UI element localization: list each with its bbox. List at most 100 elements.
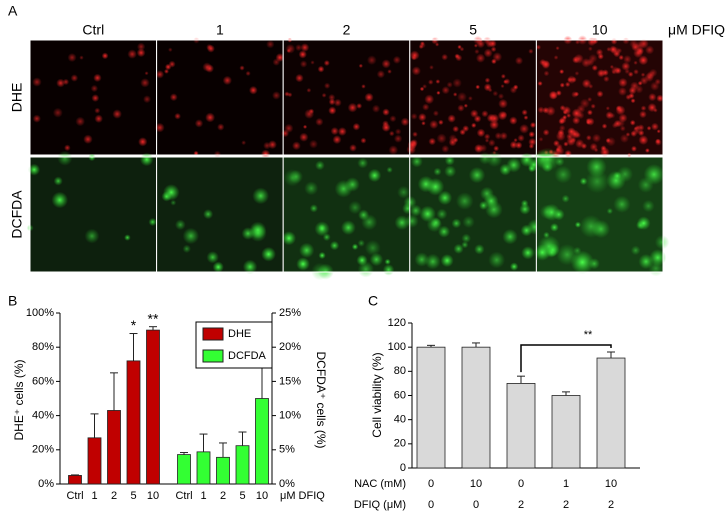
cell	[520, 224, 533, 237]
error-bar	[562, 391, 570, 396]
cell	[656, 94, 664, 103]
cell	[587, 46, 593, 52]
cell	[324, 82, 331, 89]
y2-axis-label: DCFDA⁺ cells (%)	[314, 351, 328, 448]
cell	[579, 98, 590, 109]
cell	[112, 109, 122, 119]
cell	[430, 217, 442, 228]
cell	[295, 73, 304, 83]
cell	[358, 63, 363, 68]
cell	[509, 140, 518, 149]
cell	[287, 92, 293, 98]
cell	[386, 166, 393, 174]
cell	[381, 59, 391, 69]
comparison-bracket	[520, 344, 612, 373]
cell	[366, 55, 377, 65]
cell	[332, 135, 342, 145]
y2-tick-label: 25%	[279, 307, 301, 319]
cell	[596, 90, 604, 98]
cell	[538, 136, 544, 142]
x-tick-label: 2	[111, 490, 117, 502]
cell	[619, 133, 629, 143]
cell	[645, 45, 655, 55]
cell	[528, 137, 537, 147]
cell	[212, 261, 224, 273]
cell	[138, 137, 148, 147]
column-label: 1	[216, 22, 224, 38]
legend-swatch	[202, 327, 224, 341]
cell	[440, 254, 454, 268]
cell	[205, 112, 216, 123]
cell	[555, 131, 566, 142]
cell	[519, 203, 531, 215]
cell	[630, 98, 636, 104]
cell	[127, 49, 137, 59]
cell	[601, 123, 608, 129]
cell	[281, 231, 297, 246]
bar	[551, 395, 581, 469]
cell	[484, 77, 491, 84]
cell	[289, 169, 304, 184]
cell	[376, 70, 386, 79]
error-bar	[607, 351, 615, 359]
significance-label: **	[584, 329, 593, 341]
bar	[68, 475, 82, 485]
bar	[107, 410, 121, 485]
cell	[163, 184, 180, 201]
cell	[206, 43, 213, 51]
cell	[523, 115, 529, 121]
cell	[356, 103, 363, 109]
cell	[475, 84, 481, 90]
cell	[70, 74, 79, 82]
cell	[357, 157, 369, 169]
cell	[268, 140, 277, 150]
cell	[543, 70, 550, 77]
cell	[337, 127, 347, 136]
cell	[448, 138, 457, 147]
cell	[642, 199, 655, 213]
bar	[177, 454, 191, 485]
cell	[579, 214, 603, 238]
cell	[182, 227, 200, 245]
cell	[351, 243, 359, 251]
cell	[452, 125, 460, 133]
cell	[640, 72, 646, 78]
cell	[356, 254, 368, 266]
condition-value: 0	[473, 499, 479, 511]
y2-tick-label: 15%	[279, 375, 301, 387]
cell	[558, 124, 566, 132]
y2-tick-label: 0%	[279, 478, 295, 490]
cell	[474, 244, 485, 255]
cell	[519, 152, 534, 167]
condition-label: DFIQ (μM)	[354, 499, 406, 511]
cell	[556, 143, 563, 151]
cell	[53, 176, 63, 186]
cell	[419, 205, 436, 223]
cell	[630, 245, 641, 256]
cell	[474, 143, 484, 154]
y-tick-label: 0	[400, 462, 406, 474]
cell	[357, 239, 365, 247]
cell	[302, 124, 308, 129]
cell	[514, 56, 524, 65]
cell	[446, 81, 453, 88]
cell	[619, 125, 626, 132]
cell	[613, 50, 621, 58]
cell	[436, 133, 447, 144]
cell	[369, 252, 384, 267]
cell	[299, 242, 315, 259]
cell	[382, 108, 390, 116]
x-tick-label: 5	[239, 490, 245, 502]
cell	[572, 116, 581, 125]
cell	[144, 71, 149, 76]
cell	[631, 145, 637, 152]
cell	[463, 103, 469, 108]
condition-value: 0	[428, 499, 434, 511]
cell	[529, 121, 537, 129]
cell	[457, 91, 467, 102]
cell	[52, 107, 63, 118]
cell	[586, 156, 607, 178]
cell	[592, 133, 602, 143]
